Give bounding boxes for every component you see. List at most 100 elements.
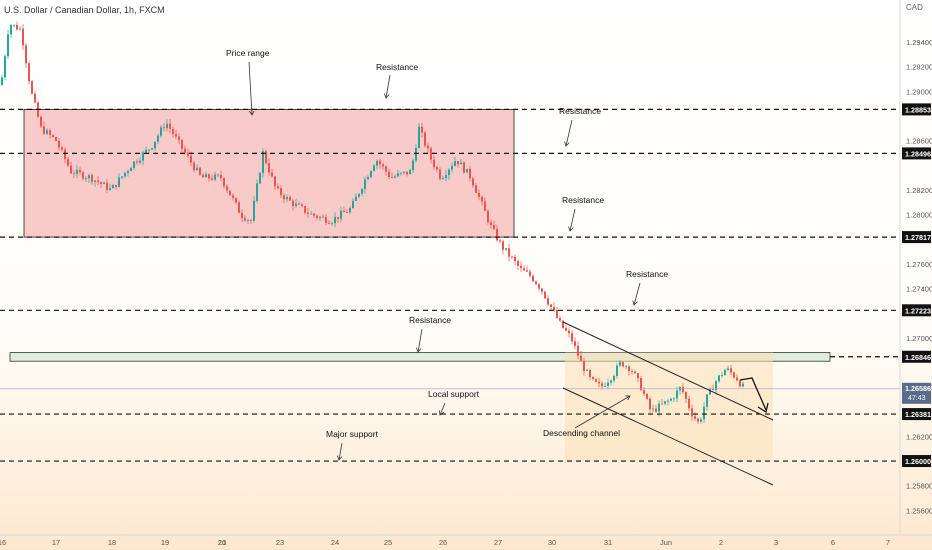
candle xyxy=(295,198,297,209)
annotation-pointer xyxy=(417,328,423,353)
candle xyxy=(562,320,564,329)
candle xyxy=(529,269,531,278)
annotation-label: Resistance xyxy=(376,62,418,72)
candle xyxy=(469,166,471,182)
candle xyxy=(154,141,156,152)
level-price-tag: 1.28496 xyxy=(902,147,931,160)
candle xyxy=(58,137,60,151)
candle xyxy=(700,417,702,424)
y-tick-label: 1.27600 xyxy=(906,260,932,269)
channel-upper-line xyxy=(562,321,774,421)
annotation-resistance: Resistance xyxy=(562,195,604,232)
candle xyxy=(217,173,219,177)
candle xyxy=(439,167,441,181)
candle xyxy=(397,169,399,178)
candle xyxy=(670,397,672,402)
candle xyxy=(391,172,393,179)
candle xyxy=(460,159,462,165)
candle xyxy=(547,295,549,307)
candle xyxy=(571,329,573,345)
candle xyxy=(556,306,558,319)
x-tick-label: 21 xyxy=(218,538,226,547)
x-tick-label: 18 xyxy=(108,538,116,547)
candle xyxy=(664,401,666,406)
candle xyxy=(250,218,252,224)
candle xyxy=(622,361,624,368)
candle xyxy=(271,169,273,178)
candle xyxy=(79,166,81,176)
candle xyxy=(82,170,84,181)
candle xyxy=(472,177,474,188)
candle xyxy=(430,146,432,164)
candle xyxy=(646,393,648,400)
candle xyxy=(634,370,636,374)
svg-text:1.28853: 1.28853 xyxy=(905,105,931,114)
candle xyxy=(244,215,246,222)
candle xyxy=(544,291,546,300)
candle xyxy=(628,365,630,376)
candle xyxy=(373,164,375,172)
candle xyxy=(484,197,486,211)
y-tick-label: 1.26200 xyxy=(906,432,932,441)
arrow-head-icon xyxy=(249,110,255,116)
candle xyxy=(565,324,567,332)
annotation-resistance: Resistance xyxy=(626,269,668,306)
candle xyxy=(379,158,381,169)
candle xyxy=(13,24,15,28)
candle xyxy=(298,201,300,205)
candle xyxy=(640,375,642,391)
y-tick-label: 1.29000 xyxy=(906,87,932,96)
candle xyxy=(535,280,537,285)
annotation-resistance: Resistance xyxy=(409,315,451,353)
y-tick-label: 1.28000 xyxy=(906,211,932,220)
x-tick-label: 19 xyxy=(161,538,169,547)
svg-text:1.27817: 1.27817 xyxy=(905,233,931,242)
candle xyxy=(463,161,465,174)
chart-title: U.S. Dollar / Canadian Dollar, 1h, FXCM xyxy=(4,5,165,15)
candle xyxy=(523,265,525,271)
candle xyxy=(667,399,669,406)
candle xyxy=(268,158,270,176)
candle xyxy=(493,220,495,231)
candle xyxy=(424,131,426,148)
candle xyxy=(448,168,450,180)
candle xyxy=(730,365,732,376)
candle xyxy=(202,173,204,178)
candle xyxy=(418,122,420,149)
candle xyxy=(712,384,714,391)
arrow-head-icon xyxy=(632,300,638,306)
candle xyxy=(124,172,126,179)
price-tag-box xyxy=(902,382,931,404)
candle xyxy=(64,147,66,164)
candle xyxy=(406,171,408,177)
annotation-pointer xyxy=(574,395,631,429)
candle xyxy=(607,378,609,390)
candle xyxy=(577,341,579,360)
svg-text:1.26381: 1.26381 xyxy=(905,410,931,419)
candle xyxy=(292,198,294,211)
candle xyxy=(322,214,324,218)
candle xyxy=(103,181,105,185)
candle xyxy=(598,377,600,388)
candle xyxy=(499,238,501,244)
candle xyxy=(394,174,396,179)
candle xyxy=(223,177,225,189)
annotation-label: Major support xyxy=(326,429,379,439)
candle xyxy=(169,118,171,134)
x-tick-label: 30 xyxy=(548,538,556,547)
candle xyxy=(427,142,429,153)
candle xyxy=(538,282,540,291)
candle xyxy=(196,164,198,171)
candle xyxy=(496,225,498,242)
candle xyxy=(46,128,48,135)
annotation-label: Price range xyxy=(226,48,270,58)
arrow-head-icon xyxy=(415,347,422,353)
x-tick-label: 17 xyxy=(52,538,60,547)
candle xyxy=(325,214,327,226)
candles xyxy=(1,21,744,424)
candle xyxy=(352,198,354,209)
candle xyxy=(481,195,483,206)
arrow-head-icon xyxy=(625,395,631,401)
